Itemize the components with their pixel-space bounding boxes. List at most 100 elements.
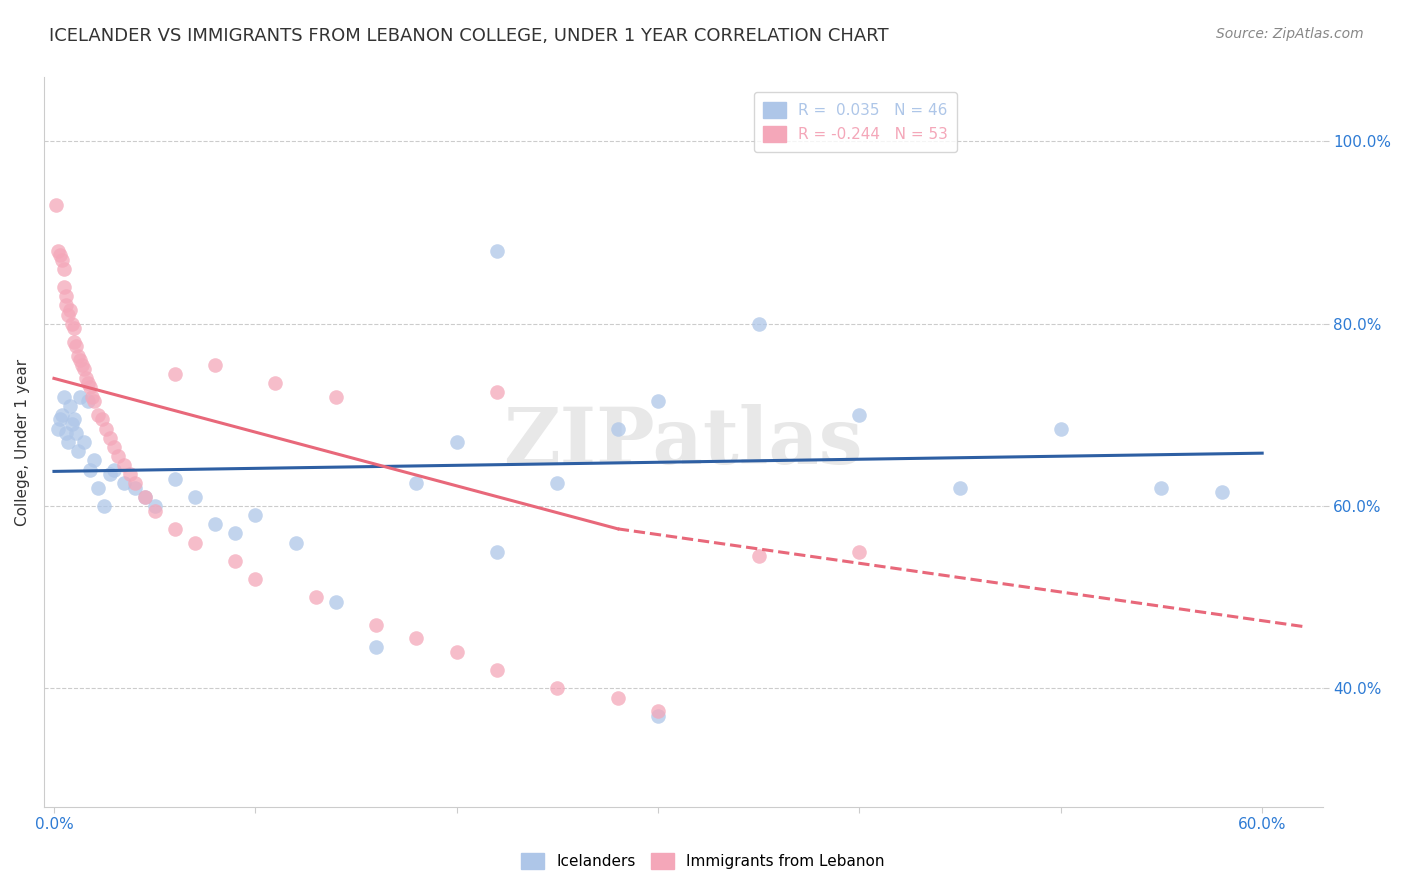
Point: [184, 535, 207, 549]
Point: [55, 298, 77, 312]
Point: [748, 549, 770, 564]
Point: [848, 544, 870, 558]
Point: [49, 248, 72, 262]
Point: [284, 535, 307, 549]
Point: [163, 522, 186, 536]
Point: [103, 462, 125, 476]
Point: [60, 417, 83, 431]
Point: [305, 591, 328, 605]
Point: [224, 526, 246, 541]
Point: [63, 412, 86, 426]
Point: [91, 412, 114, 426]
Point: [73, 362, 96, 376]
Point: [56, 435, 79, 450]
Point: [606, 421, 628, 435]
Point: [1150, 481, 1173, 495]
Point: [114, 458, 136, 472]
Point: [98, 467, 121, 482]
Legend: R =  0.035   N = 46, R = -0.244   N = 53: R = 0.035 N = 46, R = -0.244 N = 53: [754, 93, 957, 152]
Point: [163, 472, 186, 486]
Point: [46, 244, 69, 258]
Point: [51, 252, 73, 267]
Point: [59, 303, 82, 318]
Point: [184, 490, 207, 504]
Point: [848, 408, 870, 422]
Point: [366, 617, 388, 632]
Point: [245, 572, 267, 586]
Point: [405, 476, 427, 491]
Point: [65, 426, 87, 441]
Point: [51, 408, 73, 422]
Point: [949, 481, 972, 495]
Point: [96, 421, 118, 435]
Point: [485, 544, 508, 558]
Point: [79, 462, 101, 476]
Point: [77, 394, 100, 409]
Point: [1049, 421, 1071, 435]
Point: [67, 349, 90, 363]
Point: [87, 481, 110, 495]
Point: [46, 421, 69, 435]
Point: [75, 371, 97, 385]
Point: [53, 262, 76, 277]
Point: [647, 704, 669, 718]
Point: [647, 708, 669, 723]
Point: [107, 449, 129, 463]
Point: [63, 334, 86, 349]
Point: [325, 390, 347, 404]
Point: [748, 317, 770, 331]
Point: [120, 467, 142, 482]
Point: [485, 385, 508, 400]
Point: [79, 380, 101, 394]
Point: [485, 663, 508, 677]
Point: [124, 476, 146, 491]
Point: [49, 412, 72, 426]
Point: [55, 289, 77, 303]
Point: [204, 358, 226, 372]
Point: [53, 390, 76, 404]
Point: [98, 431, 121, 445]
Point: [53, 280, 76, 294]
Point: [647, 394, 669, 409]
Point: [143, 503, 166, 517]
Point: [134, 490, 156, 504]
Point: [83, 394, 105, 409]
Point: [124, 481, 146, 495]
Point: [485, 244, 508, 258]
Point: [103, 440, 125, 454]
Point: [65, 339, 87, 353]
Point: [93, 499, 115, 513]
Point: [59, 399, 82, 413]
Point: [245, 508, 267, 523]
Point: [69, 390, 91, 404]
Point: [325, 595, 347, 609]
Point: [134, 490, 156, 504]
Point: [63, 321, 86, 335]
Point: [56, 308, 79, 322]
Legend: Icelanders, Immigrants from Lebanon: Icelanders, Immigrants from Lebanon: [515, 847, 891, 875]
Point: [114, 476, 136, 491]
Text: Source: ZipAtlas.com: Source: ZipAtlas.com: [1216, 27, 1364, 41]
Point: [264, 376, 287, 390]
Point: [60, 317, 83, 331]
Text: ZIPatlas: ZIPatlas: [503, 404, 863, 480]
Point: [606, 690, 628, 705]
Point: [366, 640, 388, 655]
Point: [446, 435, 468, 450]
Text: ICELANDER VS IMMIGRANTS FROM LEBANON COLLEGE, UNDER 1 YEAR CORRELATION CHART: ICELANDER VS IMMIGRANTS FROM LEBANON COL…: [49, 27, 889, 45]
Point: [405, 632, 427, 646]
Point: [224, 554, 246, 568]
Point: [204, 517, 226, 532]
Point: [55, 426, 77, 441]
Point: [163, 367, 186, 381]
Point: [73, 435, 96, 450]
Point: [67, 444, 90, 458]
Point: [70, 358, 93, 372]
Point: [143, 499, 166, 513]
Point: [83, 453, 105, 467]
Point: [69, 353, 91, 368]
Point: [77, 376, 100, 390]
Point: [87, 408, 110, 422]
Point: [82, 390, 104, 404]
Point: [546, 476, 568, 491]
